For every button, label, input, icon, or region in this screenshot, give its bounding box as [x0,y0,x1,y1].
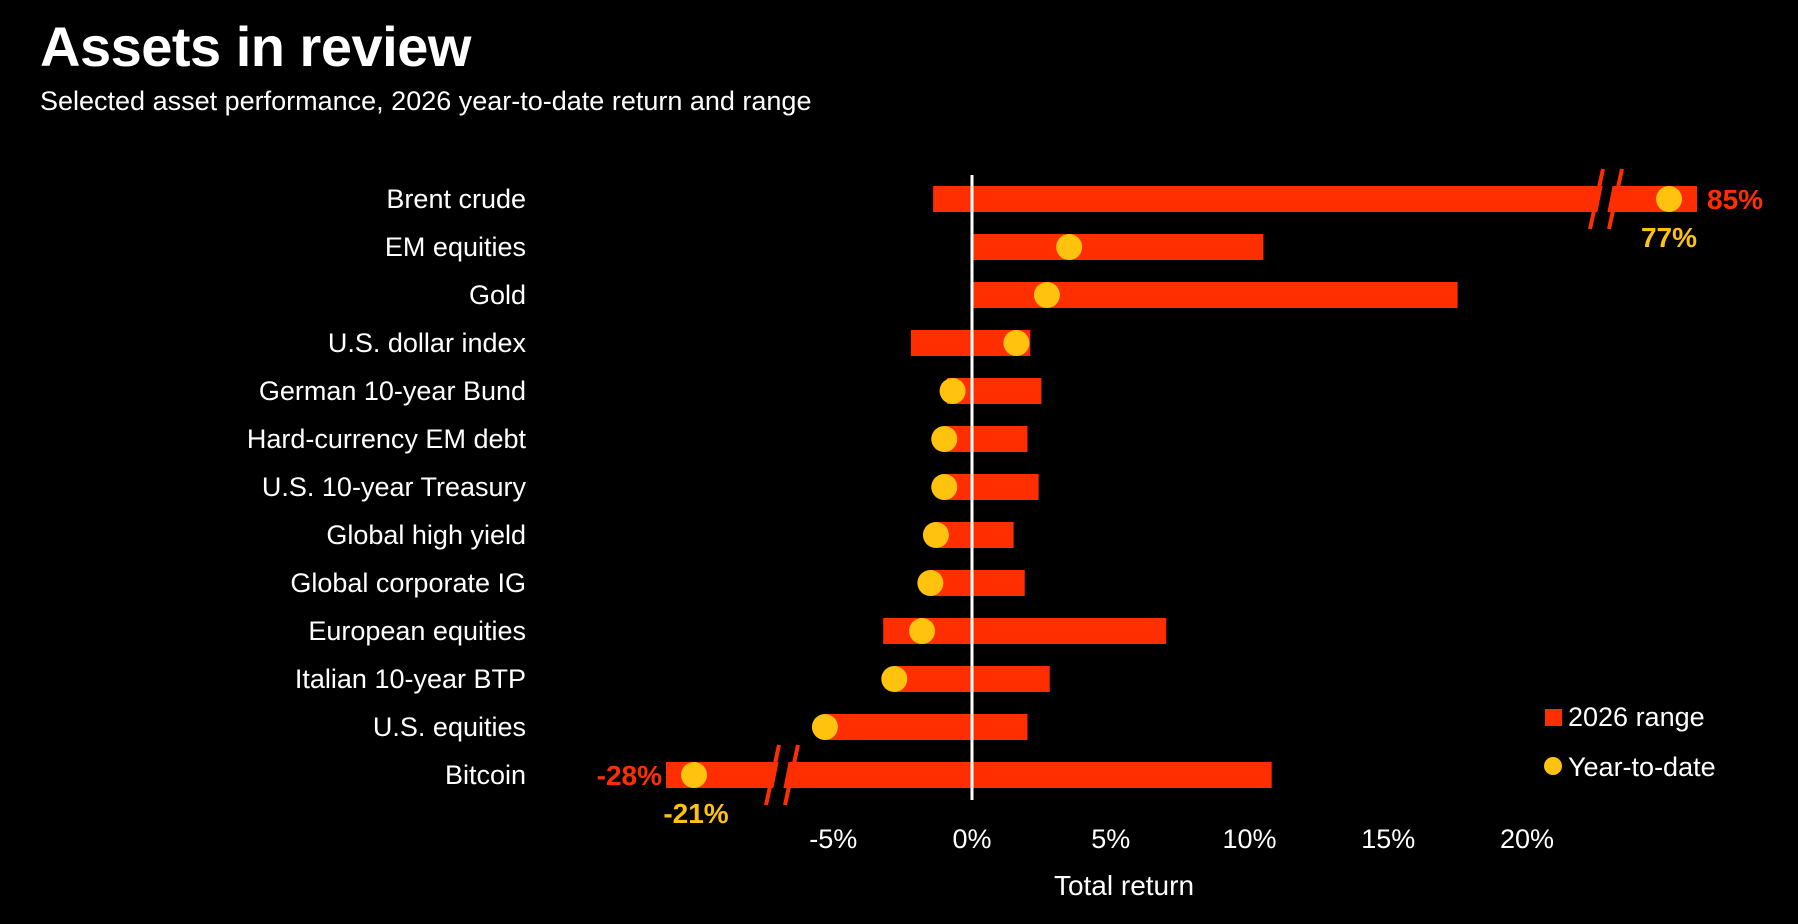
ytd-dot [939,378,966,404]
category-label: Bitcoin [445,760,526,790]
range-bar [666,762,1272,788]
legend-swatch-ytd [1544,757,1562,775]
x-tick-label: -5% [809,824,857,854]
category-label: European equities [308,616,526,646]
category-label: Hard-currency EM debt [247,424,527,454]
x-tick-label: 20% [1500,824,1554,854]
x-axis-label: Total return [1054,870,1194,901]
ytd-dot [1003,330,1030,356]
range-bar [933,186,1697,212]
ytd-value-label: -21% [663,798,728,829]
ytd-dot [909,618,936,644]
ytd-dot [881,666,908,692]
category-label: Brent crude [386,184,526,214]
ytd-dot [1033,282,1060,308]
range-bar [824,714,1028,740]
ytd-dot [922,522,949,548]
category-label: EM equities [385,232,526,262]
range-low-label: -28% [597,760,662,791]
category-label: German 10-year Bund [259,376,526,406]
ytd-dot [1656,186,1682,212]
ytd-value-label: 77% [1641,222,1697,253]
ytd-dot [931,474,958,500]
x-tick-label: 10% [1222,824,1276,854]
category-label: Italian 10-year BTP [295,664,526,694]
ytd-dot [917,570,944,596]
axis-break-mark [1588,168,1624,230]
legend-label-ytd: Year-to-date [1568,752,1716,782]
category-label: Global high yield [326,520,526,550]
x-tick-label: 5% [1091,824,1130,854]
range-high-label: 85% [1707,184,1763,215]
category-label: U.S. 10-year Treasury [262,472,527,502]
category-label: U.S. dollar index [328,328,527,358]
range-bar [941,474,1039,500]
chart-subtitle: Selected asset performance, 2026 year-to… [40,86,812,116]
category-label: Global corporate IG [290,568,526,598]
ytd-dot [931,426,958,452]
ytd-dot [811,714,838,740]
range-bar [944,426,1028,452]
axis-break-mark [764,744,800,806]
x-tick-label: 0% [952,824,991,854]
chart-title: Assets in review [40,15,471,78]
category-label: U.S. equities [373,712,526,742]
range-bar [930,570,1025,596]
ytd-dot [681,762,707,788]
legend-label-range: 2026 range [1568,702,1705,732]
category-label: Gold [469,280,526,310]
legend-swatch-range [1545,709,1562,726]
x-tick-label: 15% [1361,824,1415,854]
range-bar [972,234,1264,260]
ytd-dot [1056,234,1083,260]
